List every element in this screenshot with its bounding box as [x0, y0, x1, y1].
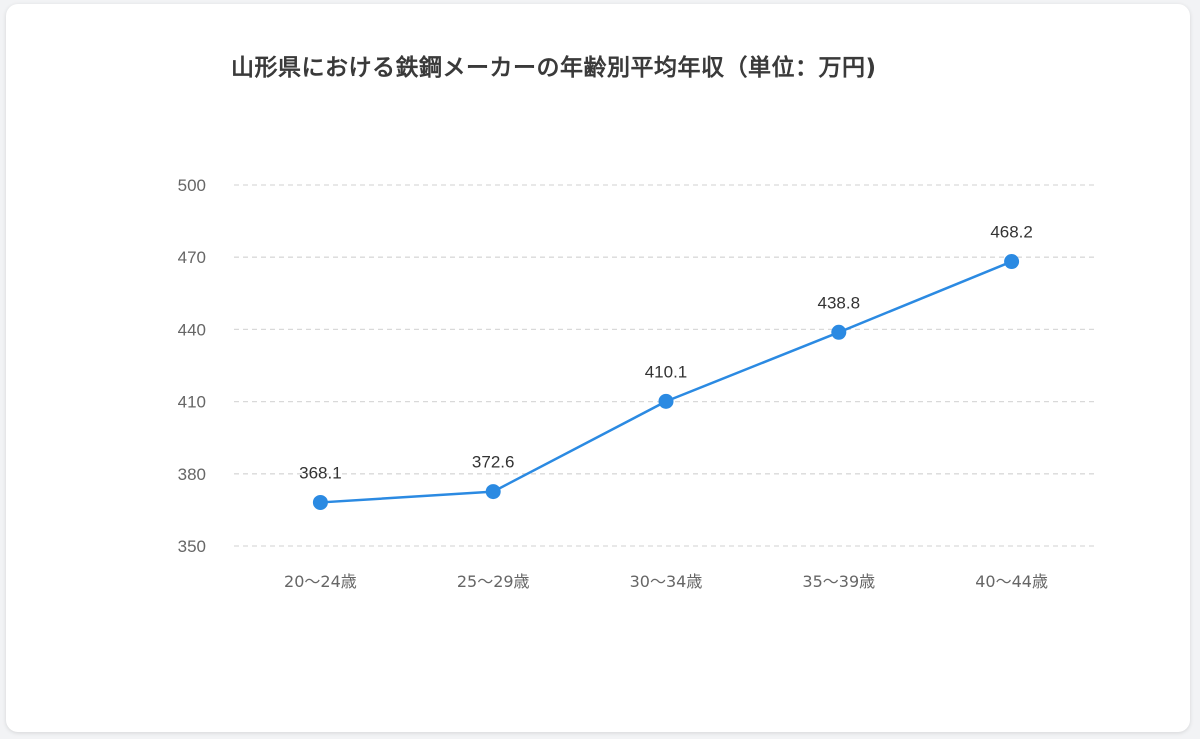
data-label: 372.6 [472, 453, 515, 472]
y-axis-ticks: 350 380 410 440 470 500 [178, 176, 206, 556]
data-labels: 368.1 372.6 410.1 438.8 468.2 [299, 223, 1033, 483]
x-tick-label: 30〜34歳 [630, 572, 703, 591]
y-tick-label: 350 [178, 537, 206, 556]
y-tick-label: 410 [178, 393, 206, 412]
data-label: 438.8 [818, 293, 861, 312]
data-point [312, 494, 328, 510]
data-point [1004, 254, 1020, 270]
y-tick-label: 470 [178, 248, 206, 267]
data-point [831, 324, 847, 340]
chart-title: 山形県における鉄鋼メーカーの年齢別平均年収（単位：万円) [231, 55, 877, 81]
y-tick-label: 380 [178, 465, 206, 484]
series [312, 254, 1020, 510]
x-axis-ticks: 20〜24歳 25〜29歳 30〜34歳 35〜39歳 40〜44歳 [284, 572, 1048, 591]
x-tick-label: 35〜39歳 [802, 572, 875, 591]
x-tick-label: 20〜24歳 [284, 572, 357, 591]
data-label: 368.1 [299, 463, 342, 482]
data-point [485, 484, 501, 500]
data-point [658, 393, 674, 409]
x-tick-label: 40〜44歳 [975, 572, 1048, 591]
y-tick-label: 440 [178, 320, 206, 339]
chart-card: 山形県における鉄鋼メーカーの年齢別平均年収（単位：万円) [6, 4, 1190, 732]
x-tick-label: 25〜29歳 [457, 572, 530, 591]
y-tick-label: 500 [178, 176, 206, 195]
data-label: 410.1 [645, 362, 688, 381]
series-line [320, 260, 1013, 504]
data-label: 468.2 [990, 223, 1033, 242]
